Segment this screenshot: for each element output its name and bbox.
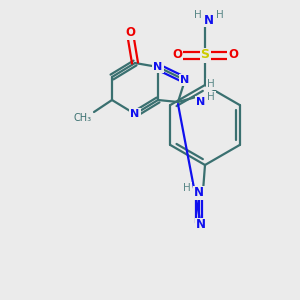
- Text: N: N: [130, 109, 140, 119]
- Text: O: O: [125, 26, 135, 40]
- Text: O: O: [228, 49, 238, 62]
- Text: H: H: [207, 92, 215, 102]
- Text: N: N: [180, 75, 190, 85]
- Text: H: H: [216, 10, 224, 20]
- Text: CH₃: CH₃: [74, 113, 92, 123]
- Text: S: S: [200, 49, 209, 62]
- Text: H: H: [207, 79, 215, 89]
- Text: N: N: [204, 14, 214, 26]
- Text: H: H: [194, 10, 202, 20]
- Text: N: N: [153, 62, 163, 72]
- Text: N: N: [196, 97, 206, 107]
- Text: O: O: [172, 49, 182, 62]
- Text: N: N: [196, 218, 206, 232]
- Text: N: N: [194, 187, 204, 200]
- Text: H: H: [183, 183, 191, 193]
